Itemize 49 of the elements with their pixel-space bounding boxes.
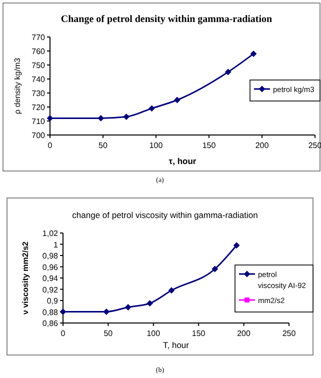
y-tick-label: 1,02 (42, 229, 59, 238)
x-tick-label: 100 (146, 329, 161, 338)
y-tick-label: 700 (32, 131, 46, 140)
x-tick-label: 100 (149, 141, 164, 150)
point (46, 115, 54, 122)
x-axis-title: τ, hour (168, 156, 197, 166)
y-tick-label: 0,86 (42, 319, 59, 328)
y-tick-label: 720 (32, 103, 46, 112)
point (146, 300, 153, 307)
point (123, 114, 130, 120)
y-tick-label: 760 (32, 47, 46, 56)
y-tick-label: 0,96 (42, 262, 59, 272)
chart-title: change of petrol viscosity within gamma-radiation (72, 210, 258, 220)
y-tick-label: 710 (32, 117, 46, 126)
chart-title: Change of petrol density within gamma-radiation (60, 14, 273, 25)
point (124, 304, 132, 310)
x-tick-label: 50 (104, 329, 114, 338)
x-tick-label: 50 (98, 141, 108, 150)
y-axis-title: ν viscosity mm2/s2 (21, 240, 30, 314)
y-tick-label: 0,92 (42, 285, 59, 294)
point (250, 50, 257, 57)
point (224, 68, 232, 76)
y-tick-label: 0,9 (46, 296, 59, 306)
x-tick-label: 200 (255, 141, 270, 150)
y-tick-label: 0,98 (42, 252, 59, 260)
x-tick-label: 150 (202, 141, 216, 150)
y-tick-label: 1 (54, 240, 59, 250)
x-tick-label: 0 (60, 329, 66, 338)
y-tick-label: 730 (32, 89, 46, 98)
y-tick-label: 740 (32, 75, 46, 84)
point (103, 308, 110, 315)
point (60, 308, 66, 315)
x-tick-label: 200 (237, 329, 252, 338)
y-axis-title: ρ density kg/m3 (13, 57, 22, 114)
y-tick-label: 0,88 (42, 308, 59, 317)
y-tick-label: 0,94 (42, 274, 59, 283)
x-tick-label: 250 (308, 141, 321, 150)
y-tick-label: 770 (32, 33, 46, 42)
point (212, 266, 218, 272)
x-axis-title: T, hour (163, 340, 190, 350)
x-tick-label: 250 (282, 329, 296, 338)
point (98, 115, 104, 122)
point (233, 242, 240, 249)
y-tick-label: 750 (32, 61, 46, 70)
x-tick-label: 150 (192, 329, 206, 338)
point (174, 96, 180, 104)
x-tick-label: 0 (48, 141, 53, 150)
point (168, 287, 175, 294)
point (148, 105, 155, 112)
